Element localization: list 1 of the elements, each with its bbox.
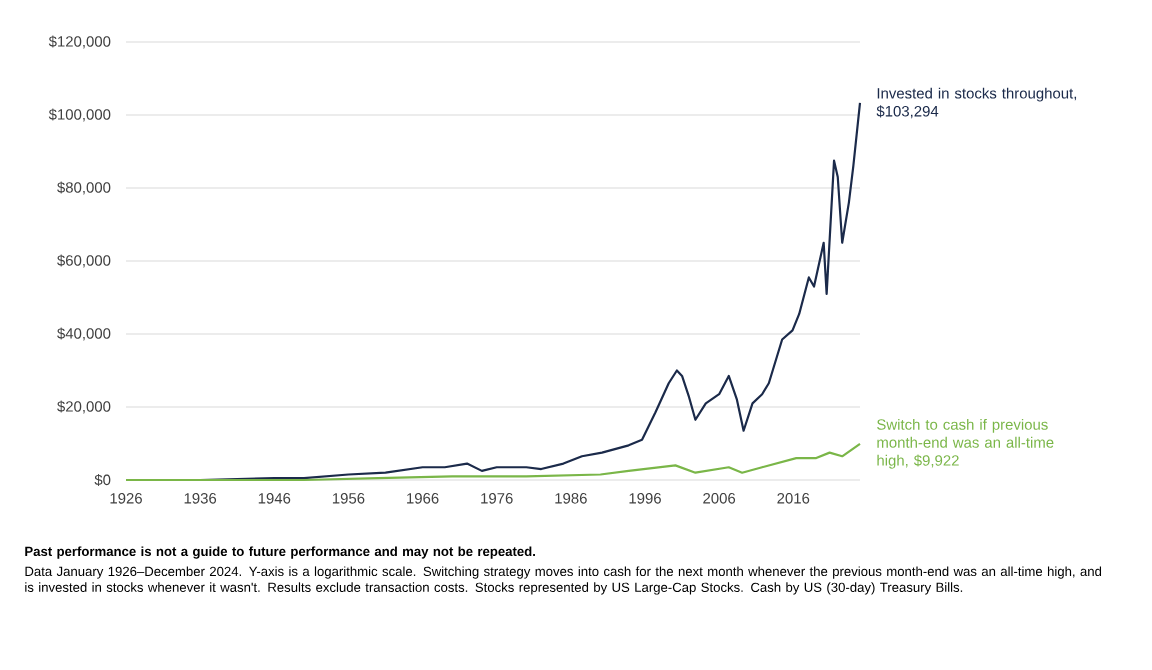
line-series	[124, 442, 862, 482]
